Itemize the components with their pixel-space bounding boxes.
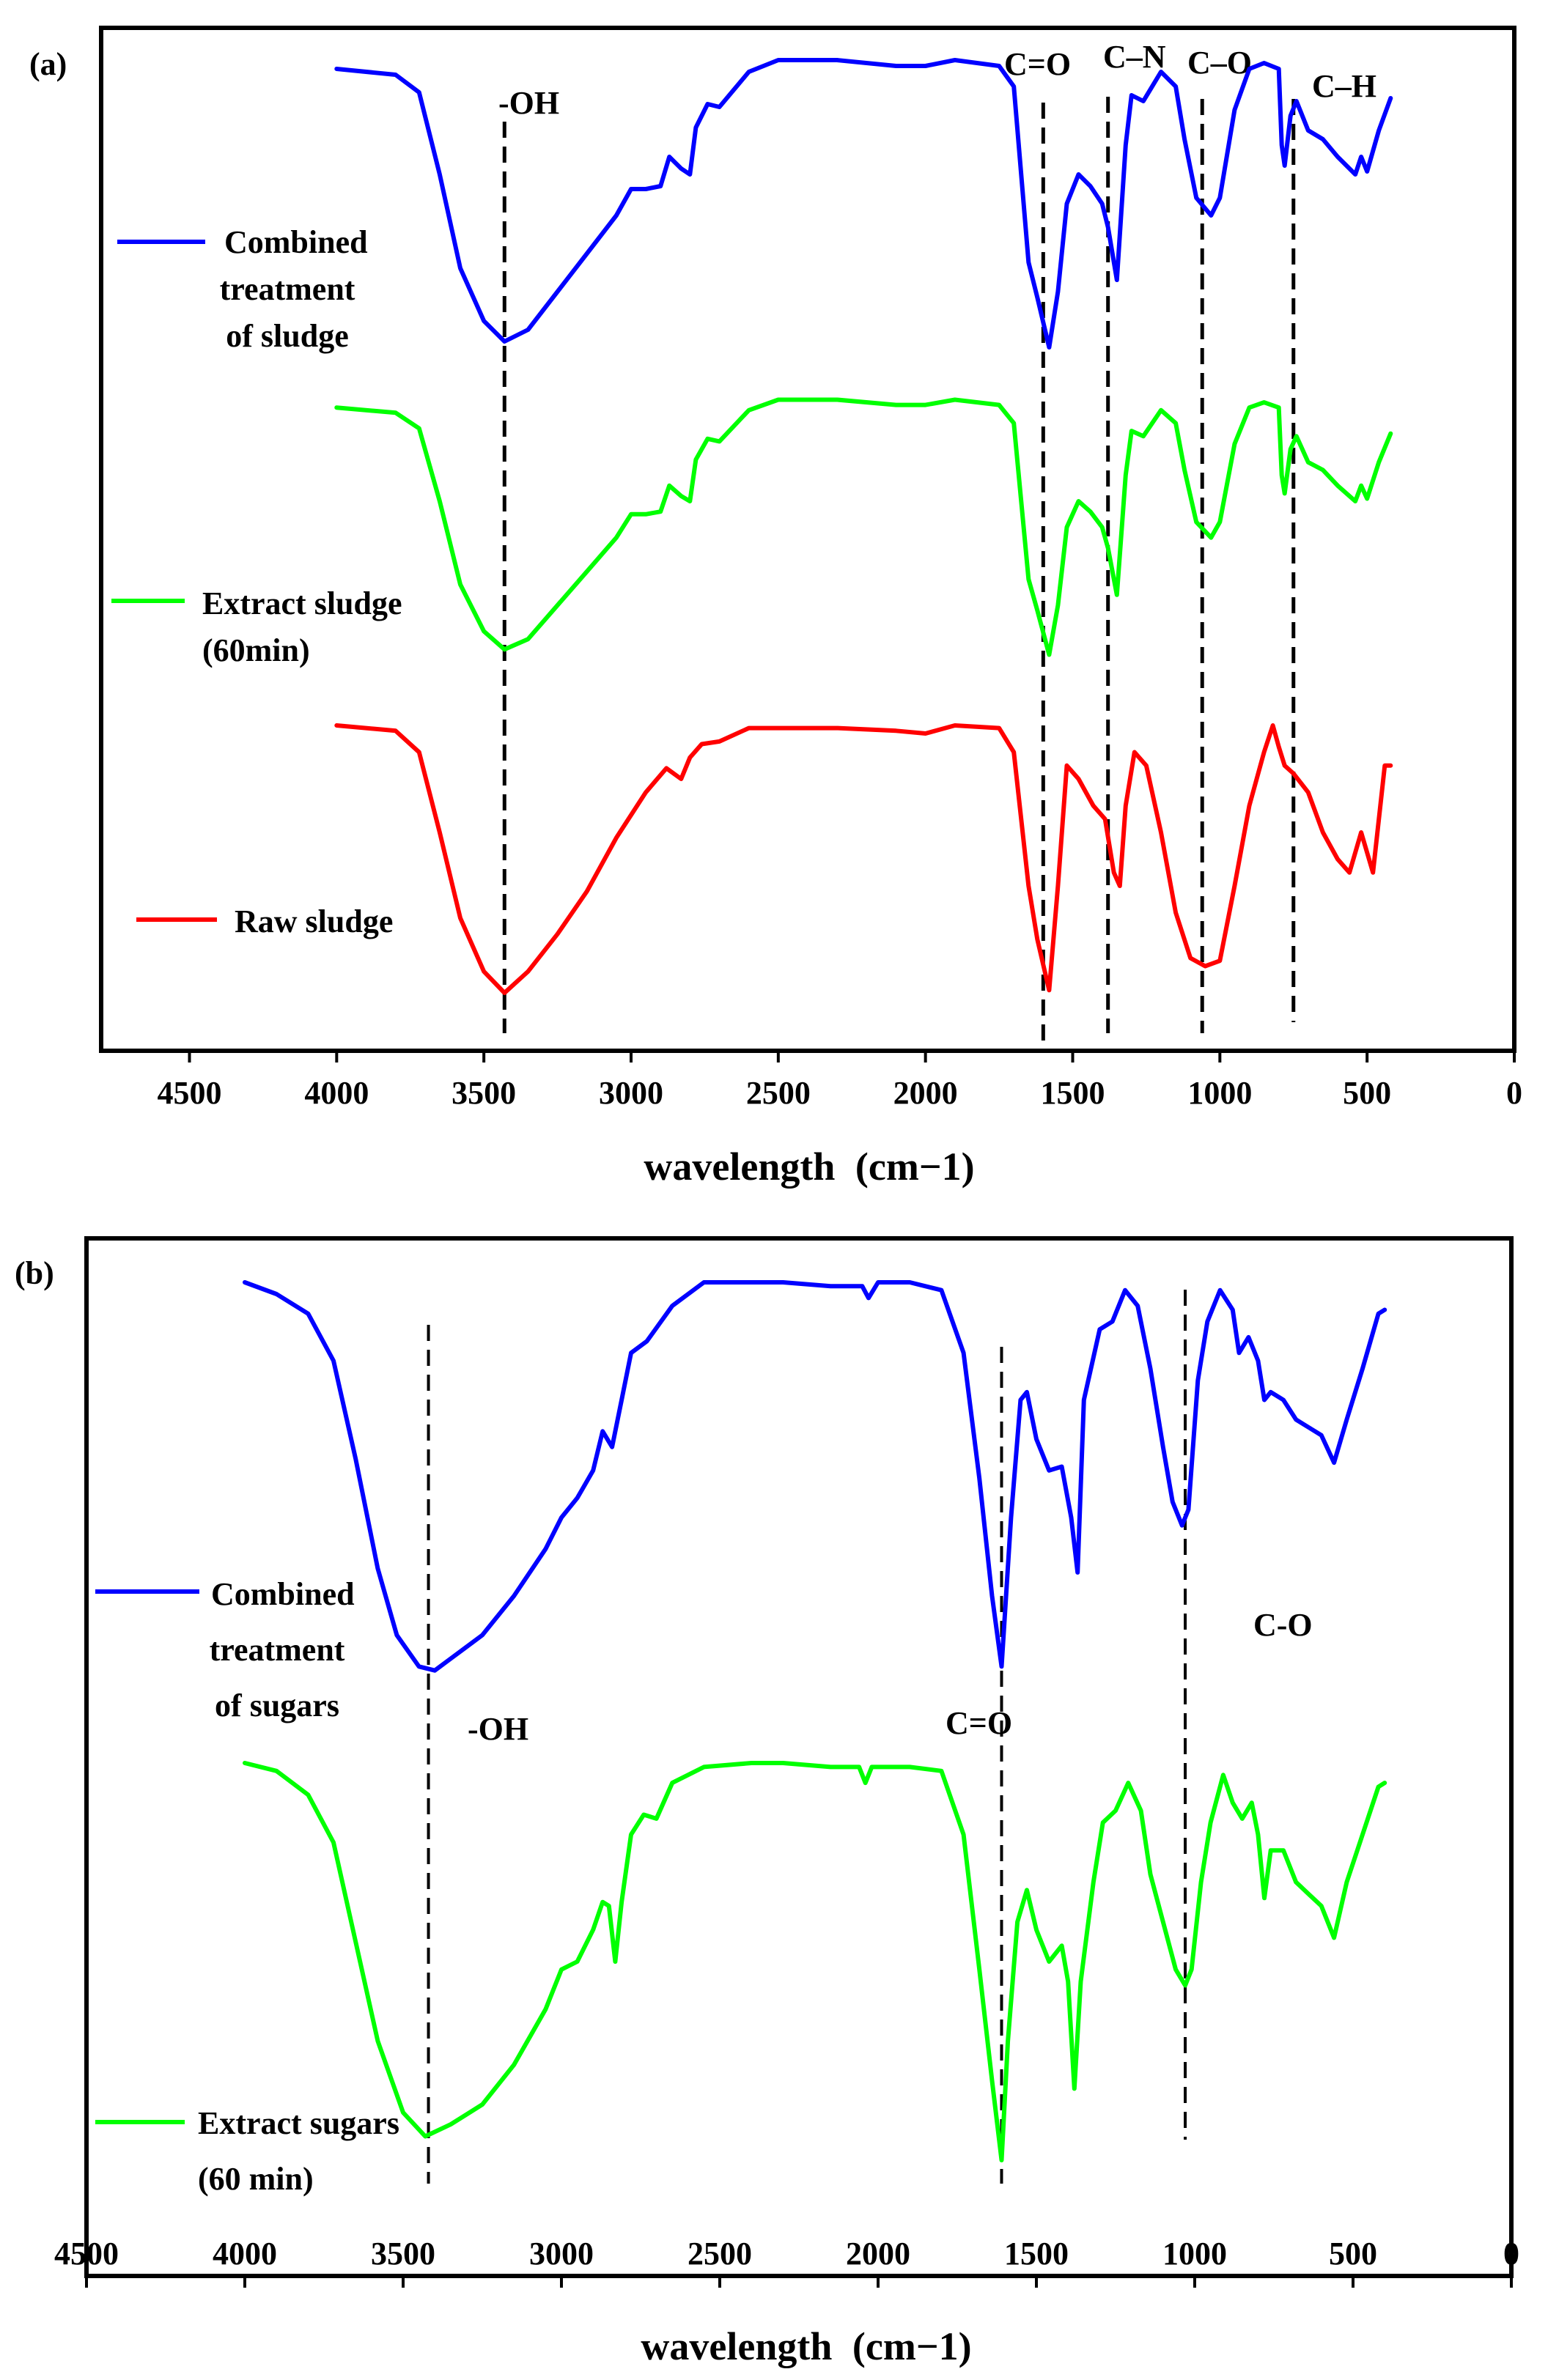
x-tick-label-b-8: 500 xyxy=(1329,2236,1377,2272)
x-axis-a: 4500 4000 3500 3000 2500 2000 1500 1000 500 0 xyxy=(158,1051,1522,1111)
x-tick-label-a-0: 4500 xyxy=(158,1075,222,1111)
x-axis-label-text-b: wavelength xyxy=(641,2324,832,2368)
peak-label-b-0: -OH xyxy=(468,1711,528,1747)
spectrum-b-1 xyxy=(243,1761,1387,2162)
legend-label-a-0-2: of sludge xyxy=(226,318,348,354)
x-tick-label-b-9: 0 xyxy=(1503,2236,1519,2272)
peak-markers-b: -OH C=O C-O xyxy=(427,1290,1313,2184)
peak-label-b-2: C-O xyxy=(1253,1607,1313,1643)
x-tick-label-a-6: 1500 xyxy=(1041,1075,1105,1111)
legend-label-b-0-0: Combined xyxy=(211,1576,355,1612)
spectrum-b-0 xyxy=(243,1280,1387,1673)
spectra-b xyxy=(243,1280,1387,2162)
peak-label-a-2: C–N xyxy=(1103,39,1166,75)
x-tick-label-a-3: 3000 xyxy=(599,1075,663,1111)
legend-label-b-1-1: (60 min) xyxy=(198,2161,314,2197)
legend-label-b-1-0: Extract sugars xyxy=(198,2105,399,2141)
peak-markers-a: -OH C=O C–N C–O C–H xyxy=(498,39,1376,1041)
spectrum-a-1 xyxy=(334,397,1393,657)
x-tick-label-a-9: 0 xyxy=(1506,1075,1522,1111)
peak-label-b-1: C=O xyxy=(946,1705,1012,1741)
x-tick-label-a-2: 3500 xyxy=(452,1075,516,1111)
x-axis-label-a: wavelength (cm−1) xyxy=(644,1145,974,1189)
x-tick-label-b-4: 2500 xyxy=(688,2236,752,2272)
x-axis-label-text-a: wavelength xyxy=(644,1145,835,1189)
legend-label-a-1-0: Extract sludge xyxy=(202,585,402,621)
legend-b: Combined treatment of sugars Extract sugars… xyxy=(95,1576,399,2197)
x-tick-label-b-5: 2000 xyxy=(846,2236,910,2272)
panel-label-a: (a) xyxy=(29,46,67,82)
legend-label-a-2-0: Raw sludge xyxy=(235,903,393,939)
legend-label-a-0-0: Combined xyxy=(224,224,368,260)
spectrum-a-0 xyxy=(334,58,1393,350)
plot-frame-b xyxy=(84,1236,1514,2278)
x-tick-label-b-7: 1000 xyxy=(1162,2236,1227,2272)
x-tick-label-a-8: 500 xyxy=(1343,1075,1391,1111)
plot-frame-a xyxy=(99,26,1516,1053)
x-tick-label-b-1: 4000 xyxy=(213,2236,277,2272)
peak-label-a-3: C–O xyxy=(1187,45,1252,81)
x-tick-label-b-3: 3000 xyxy=(529,2236,594,2272)
peak-label-a-1: C=O xyxy=(1004,46,1071,82)
x-axis-label-unit-a: (cm−1) xyxy=(855,1145,975,1189)
peak-label-a-4: C–H xyxy=(1312,68,1376,104)
x-tick-label-a-7: 1000 xyxy=(1187,1075,1252,1111)
panel-label-b: (b) xyxy=(15,1255,54,1291)
x-tick-label-a-4: 2500 xyxy=(746,1075,811,1111)
spectra-a xyxy=(334,58,1393,995)
legend-label-a-0-1: treatment xyxy=(220,271,355,307)
legend-a: Combined treatment of sludge Extract sludge… xyxy=(111,224,402,939)
spectrum-a-2 xyxy=(334,723,1393,995)
legend-label-b-0-2: of sugars xyxy=(215,1688,339,1723)
x-axis-label-unit-b: (cm−1) xyxy=(852,2324,972,2368)
x-tick-label-b-6: 1500 xyxy=(1004,2236,1069,2272)
panel-b: (b) 4500 4000 3500 3000 2500 2000 1500 1000 500 0… xyxy=(15,1236,1519,2368)
x-tick-label-b-2: 3500 xyxy=(371,2236,435,2272)
panel-a: (a) 4500 4000 3500 3000 2500 2000 1500 1000 500 0… xyxy=(29,26,1522,1189)
x-tick-label-b-0: 4500 xyxy=(54,2236,119,2272)
x-tick-label-a-5: 2000 xyxy=(893,1075,958,1111)
legend-label-b-0-1: treatment xyxy=(210,1632,345,1668)
peak-label-a-0: -OH xyxy=(498,85,559,121)
x-tick-label-a-1: 4000 xyxy=(304,1075,369,1111)
legend-label-a-1-1: (60min) xyxy=(202,632,310,668)
x-axis-label-b: wavelength (cm−1) xyxy=(641,2324,971,2368)
x-axis-b: 4500 4000 3500 3000 2500 2000 1500 1000 500 0 xyxy=(54,2236,1519,2288)
